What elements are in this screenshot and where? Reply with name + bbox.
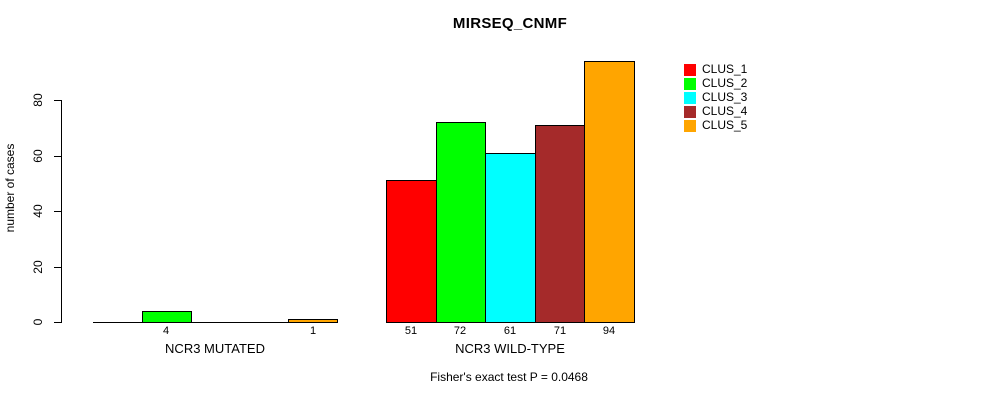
bar-clus_2-wildtype xyxy=(436,122,486,323)
legend-swatch-clus_1 xyxy=(684,64,696,76)
bar-clus_5-mutated xyxy=(288,319,338,323)
legend-label-clus_2: CLUS_2 xyxy=(702,76,748,90)
bar-clus_2-mutated xyxy=(142,311,192,323)
chart-title: MIRSEQ_CNMF xyxy=(452,15,568,32)
y-axis-label: number of cases xyxy=(3,143,17,233)
y-tick-label: 0 xyxy=(31,318,45,326)
bar-clus_1-wildtype xyxy=(386,180,437,323)
bar-value-label: 4 xyxy=(162,325,170,337)
y-tick-label: 40 xyxy=(31,204,45,218)
bar-value-label: 51 xyxy=(404,325,418,337)
bar-value-label: 71 xyxy=(553,325,567,337)
y-tick-mark xyxy=(54,267,61,268)
y-tick-label: 20 xyxy=(31,260,45,274)
y-tick-mark xyxy=(54,100,61,101)
bar-value-label: 61 xyxy=(503,325,517,337)
y-tick-mark xyxy=(54,322,61,323)
group-baseline xyxy=(93,322,338,323)
y-tick-label: 60 xyxy=(31,149,45,163)
y-tick-mark xyxy=(54,211,61,212)
legend-swatch-clus_2 xyxy=(684,78,696,90)
bar-value-label: 1 xyxy=(309,325,317,337)
bar-clus_4-wildtype xyxy=(535,125,585,323)
y-axis-line xyxy=(61,100,62,323)
category-label-wildtype: NCR3 WILD-TYPE xyxy=(455,341,565,356)
bar-clus_5-wildtype xyxy=(584,61,635,323)
category-label-mutated: NCR3 MUTATED xyxy=(165,341,265,356)
legend-label-clus_1: CLUS_1 xyxy=(702,62,748,76)
legend-label-clus_5: CLUS_5 xyxy=(702,118,748,132)
y-tick-mark xyxy=(54,156,61,157)
fisher-test-note: Fisher's exact test P = 0.0468 xyxy=(430,370,588,384)
legend-label-clus_3: CLUS_3 xyxy=(702,90,748,104)
legend-label-clus_4: CLUS_4 xyxy=(702,104,748,118)
bar-value-label: 72 xyxy=(453,325,467,337)
bar-value-label: 94 xyxy=(602,325,616,337)
bar-clus_3-wildtype xyxy=(485,153,536,323)
legend-swatch-clus_3 xyxy=(684,92,696,104)
y-tick-label: 80 xyxy=(31,93,45,107)
legend-swatch-clus_5 xyxy=(684,120,696,132)
legend-swatch-clus_4 xyxy=(684,106,696,118)
